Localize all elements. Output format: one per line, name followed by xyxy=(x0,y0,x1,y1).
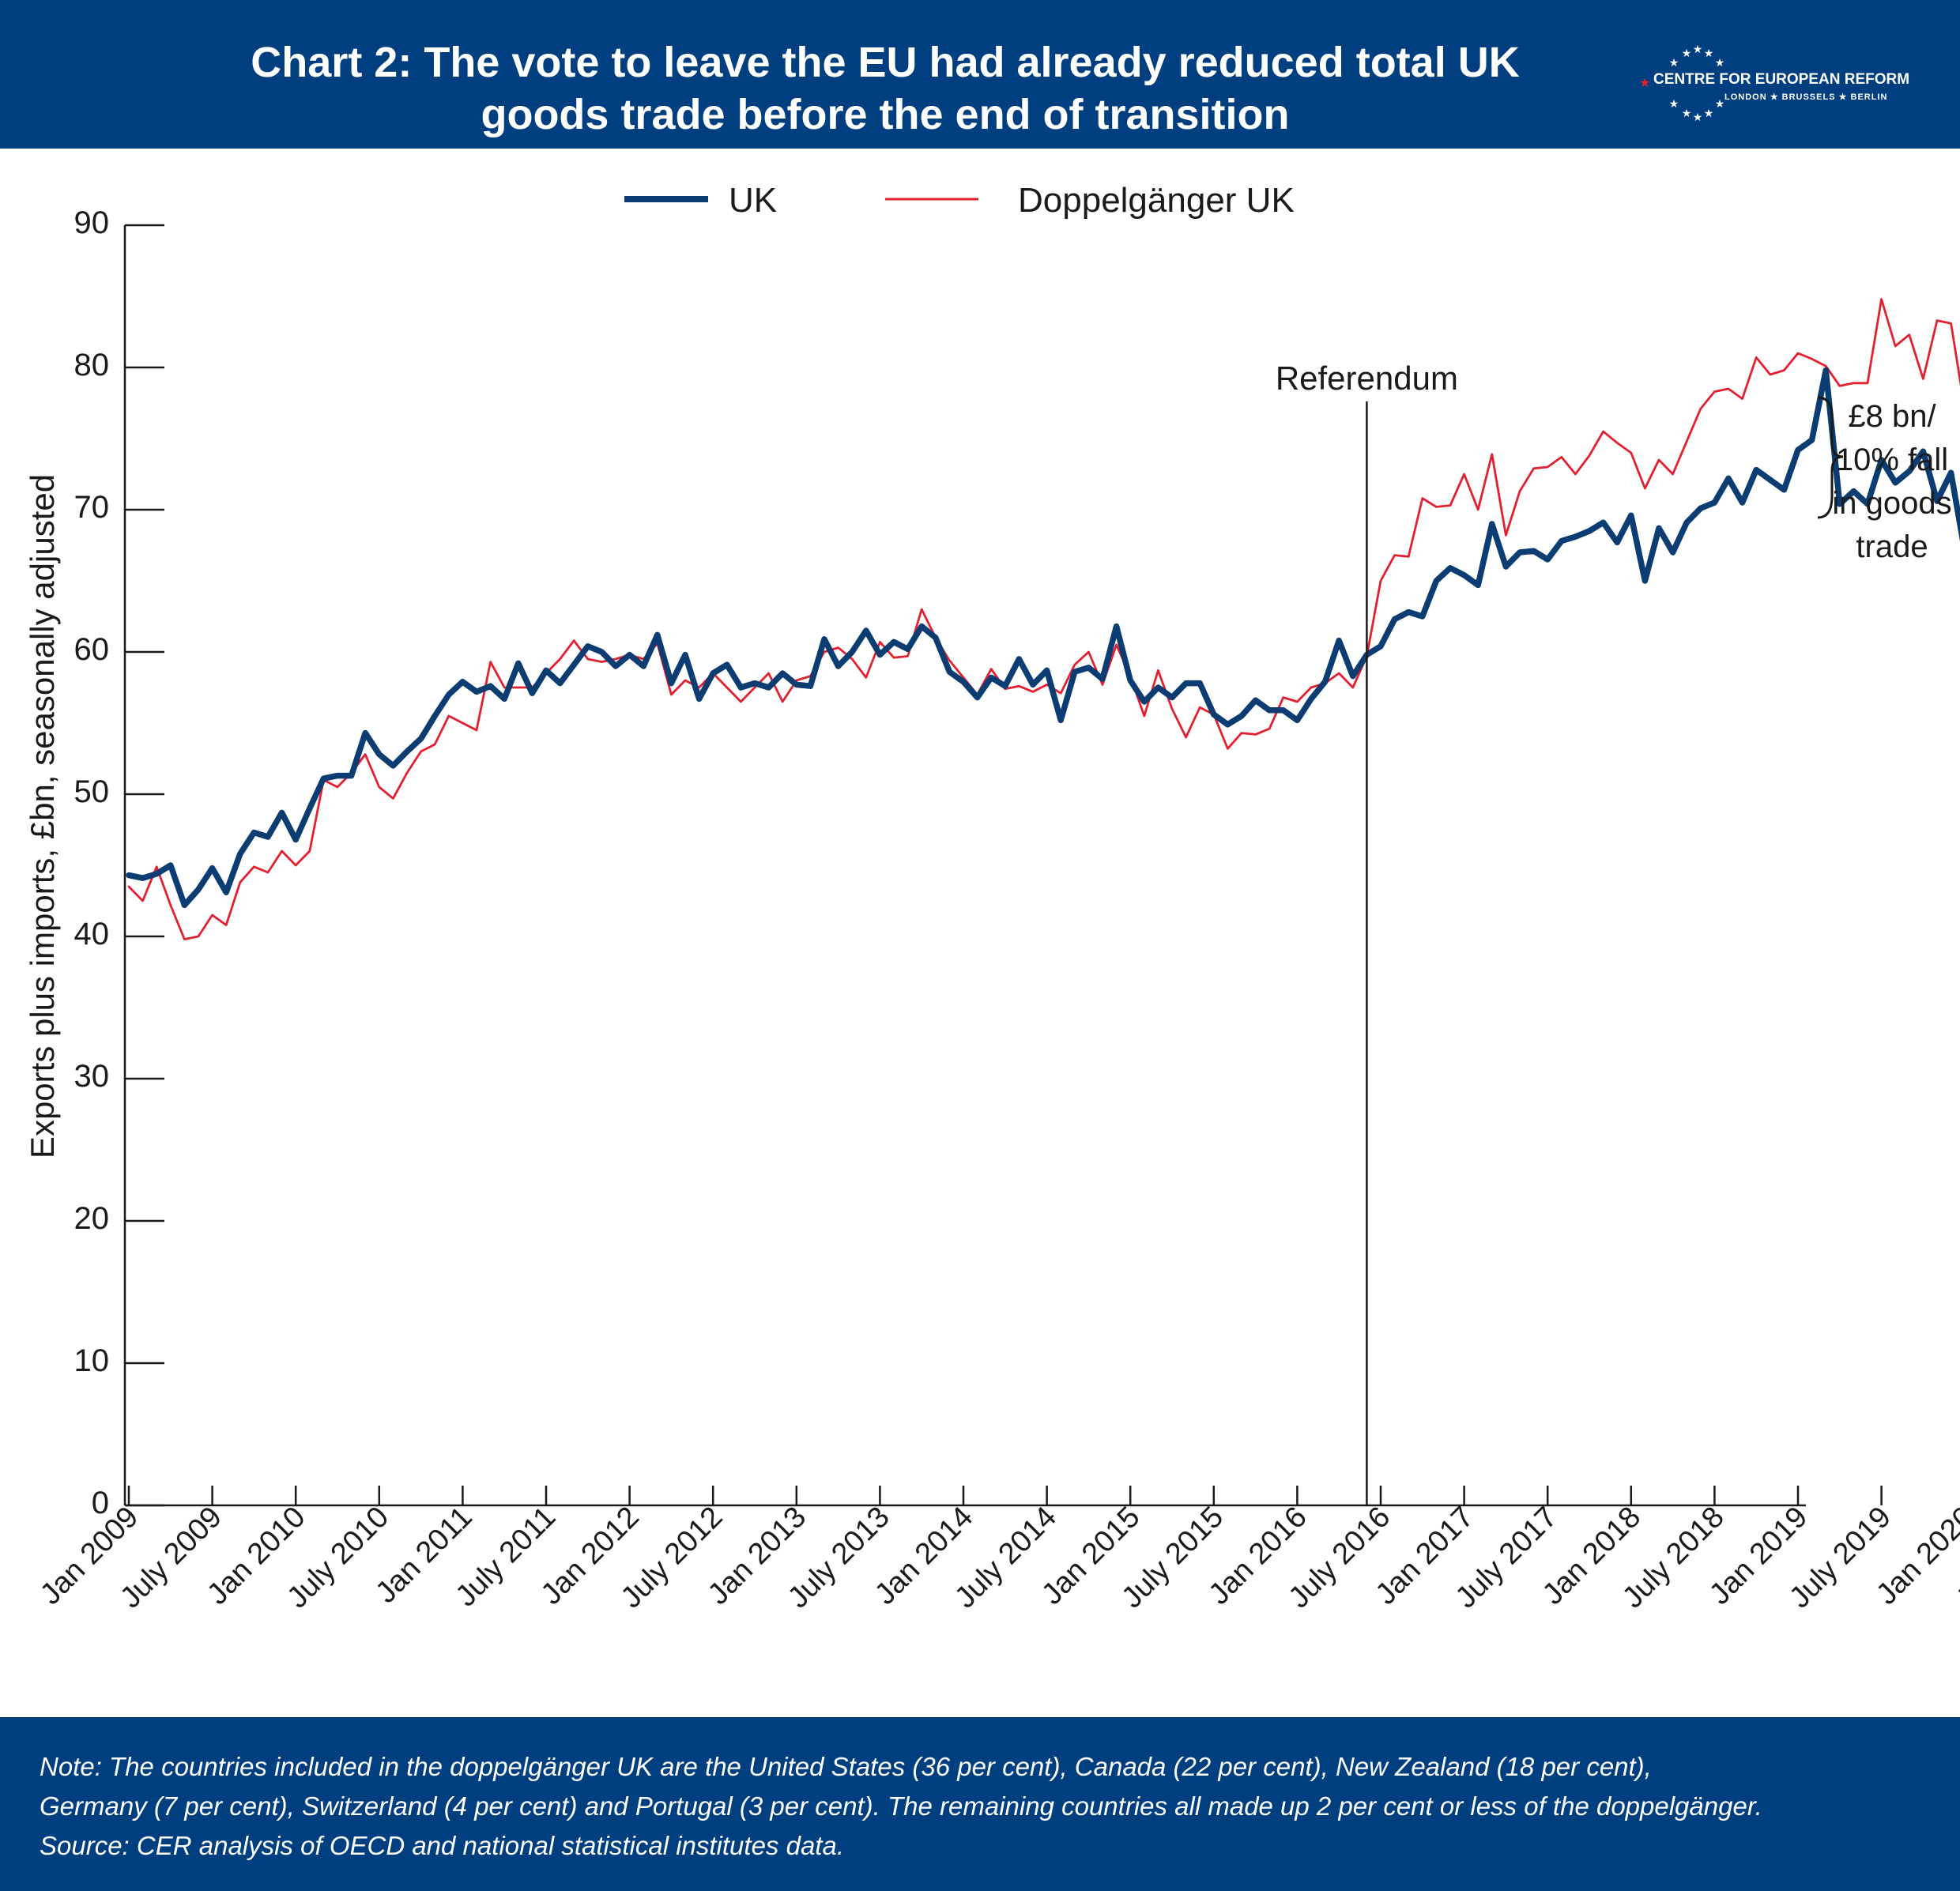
brace-icon xyxy=(1817,396,1844,519)
referendum-marker: Referendum xyxy=(1276,360,1458,1505)
svg-text:★: ★ xyxy=(1715,97,1725,110)
series-line-uk xyxy=(126,367,1960,909)
eu-stars-icon: ★ ★ ★ ★ ★ ★ ★ ★ ★ ★ ★ xyxy=(1639,43,1725,123)
svg-text:★: ★ xyxy=(1682,107,1692,119)
legend: UK Doppelgänger UK xyxy=(624,181,1295,220)
chart-area: UK Doppelgänger UK 0 10 20 30 40 50 60 70 80 90 J… xyxy=(0,149,1960,1717)
annotation-line-1: £8 bn/ xyxy=(1848,399,1936,434)
y-tick-label: 50 xyxy=(74,774,110,809)
legend-label-uk: UK xyxy=(729,181,777,220)
svg-text:★: ★ xyxy=(1715,56,1725,69)
logo-name: CENTRE FOR EUROPEAN REFORM xyxy=(1653,71,1910,88)
referendum-label: Referendum xyxy=(1276,360,1458,397)
annotation-line-2: 10% fall xyxy=(1836,443,1948,477)
logo-cities: LONDON ★ BRUSSELS ★ BERLIN xyxy=(1724,92,1888,102)
svg-text:★: ★ xyxy=(1704,107,1714,119)
svg-text:★: ★ xyxy=(1669,56,1679,69)
note-line-2: Germany (7 per cent), Switzerland (4 per… xyxy=(40,1791,1762,1821)
cer-logo: ★ ★ ★ ★ ★ ★ ★ ★ ★ ★ ★ CENTRE FOR EUROPEAN REFO… xyxy=(1628,40,1913,126)
y-tick-label: 40 xyxy=(74,917,110,951)
y-tick-label: 90 xyxy=(74,205,110,240)
svg-text:★: ★ xyxy=(1704,47,1714,59)
red-star-icon: ★ xyxy=(1639,77,1650,90)
svg-text:★: ★ xyxy=(1682,47,1692,59)
y-tick-label: 10 xyxy=(74,1343,110,1378)
annotation-line-3: in goods xyxy=(1832,486,1951,521)
svg-text:★: ★ xyxy=(1693,43,1703,55)
y-tick-label: 60 xyxy=(74,632,110,667)
y-tick-label: 0 xyxy=(92,1486,109,1520)
chart-footer: Note: The countries included in the dopp… xyxy=(0,1717,1960,1891)
y-tick-label: 80 xyxy=(74,348,110,382)
svg-text:★: ★ xyxy=(1693,111,1703,123)
chart-title-line-1: Chart 2: The vote to leave the EU had al… xyxy=(251,39,1520,86)
legend-label-doppelganger: Doppelgänger UK xyxy=(1018,181,1295,220)
y-tick-label: 70 xyxy=(74,490,110,525)
y-axis-ticks: 0 10 20 30 40 50 60 70 80 90 xyxy=(74,205,164,1520)
chart-header: Chart 2: The vote to leave the EU had al… xyxy=(0,0,1960,149)
note-line-1: Note: The countries included in the dopp… xyxy=(40,1752,1652,1781)
axes xyxy=(123,225,1806,1507)
gap-annotation: £8 bn/ 10% fall in goods trade xyxy=(1817,396,1952,564)
series-line-doppelganger xyxy=(127,298,1960,940)
source-line: Source: CER analysis of OECD and nationa… xyxy=(40,1831,844,1860)
chart-title-line-2: goods trade before the end of transition xyxy=(481,91,1290,138)
annotation-line-4: trade xyxy=(1856,529,1928,564)
y-axis-label: Exports plus imports, £bn, seasonally ad… xyxy=(24,474,61,1158)
series-lines xyxy=(126,298,1960,940)
y-tick-label: 20 xyxy=(74,1201,110,1236)
svg-text:★: ★ xyxy=(1669,97,1679,110)
y-tick-label: 30 xyxy=(74,1059,110,1094)
